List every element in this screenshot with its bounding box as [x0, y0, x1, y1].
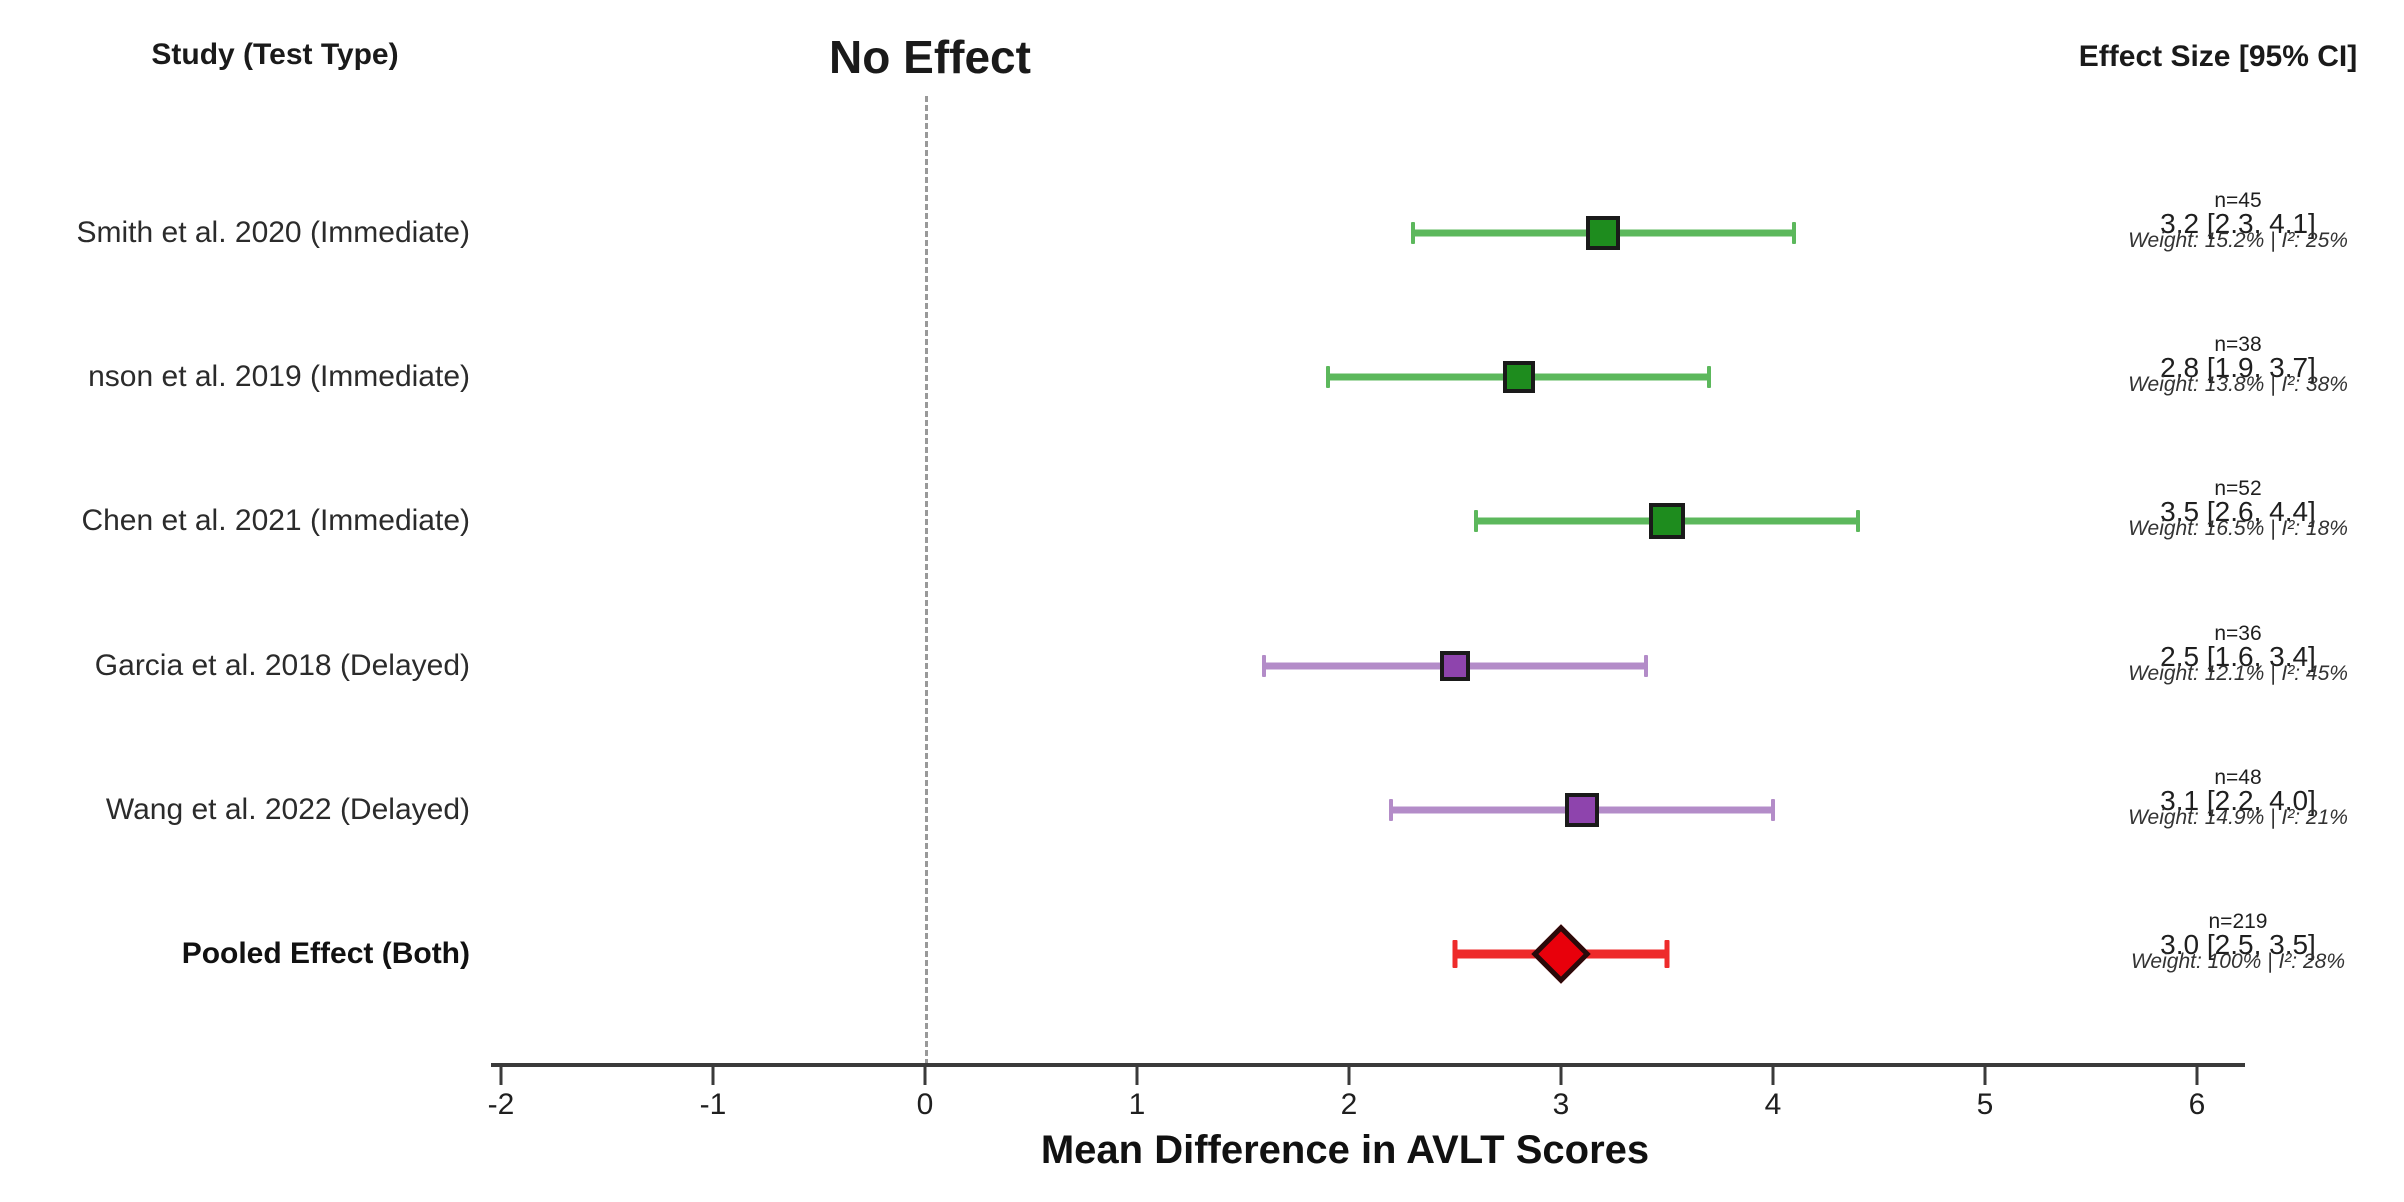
- ci-cap-left: [1410, 222, 1415, 244]
- x-tick: [1771, 1067, 1775, 1085]
- study-label: nson et al. 2019 (Immediate): [88, 360, 470, 393]
- ci-cap-right: [1792, 222, 1797, 244]
- weight-i2-label: Weight: 15.2% | I²: 25%: [2128, 229, 2348, 252]
- effect-stats: n=219 3.0 [2.5, 3.5] Weight: 100% | I²: 28…: [2038, 910, 2404, 974]
- effect-ci-label: 3.1 [2.2, 4.0]: [2160, 785, 2316, 816]
- study-label: Chen et al. 2021 (Immediate): [81, 504, 470, 537]
- effect-stats: n=52 3.5 [2.6, 4.4] Weight: 16.5% | I²: 18…: [2038, 477, 2404, 541]
- study-label: Wang et al. 2022 (Delayed): [105, 793, 470, 826]
- effect-square-marker: [1502, 361, 1535, 393]
- sample-size-label: n=38: [2214, 333, 2262, 356]
- no-effect-annotation: No Effect: [829, 31, 1031, 83]
- effect-stats: n=45 3.2 [2.3, 4.1] Weight: 15.2% | I²: 25…: [2038, 189, 2404, 253]
- weight-i2-label: Weight: 12.1% | I²: 45%: [2128, 662, 2348, 685]
- x-tick: [1559, 1067, 1563, 1085]
- effect-stats: n=38 2.8 [1.9, 3.7] Weight: 13.8% | I²: 38…: [2038, 333, 2404, 397]
- x-axis-line: [491, 1063, 2245, 1067]
- effect-ci-label: 3.0 [2.5, 3.5]: [2160, 929, 2316, 960]
- sample-size-label: n=219: [2208, 910, 2268, 933]
- ci-cap-right: [1664, 940, 1670, 968]
- effect-ci-label: 3.5 [2.6, 4.4]: [2160, 496, 2316, 527]
- zero-reference-dashed-line: [925, 96, 928, 1065]
- effect-square-marker: [1649, 503, 1685, 539]
- ci-cap-right: [1855, 510, 1860, 532]
- x-tick-label: 2: [1340, 1088, 1358, 1121]
- x-tick: [1347, 1067, 1351, 1085]
- ci-cap-right: [1643, 655, 1648, 677]
- x-tick-label: 1: [1128, 1088, 1146, 1121]
- study-label: Smith et al. 2020 (Immediate): [76, 216, 470, 249]
- column-header-study: Study (Test Type): [151, 38, 399, 71]
- effect-stats: n=48 3.1 [2.2, 4.0] Weight: 14.9% | I²: 21…: [2038, 766, 2404, 830]
- x-tick-label: 5: [1976, 1088, 1994, 1121]
- ci-cap-left: [1452, 940, 1458, 968]
- study-label: Pooled Effect (Both): [181, 937, 470, 970]
- weight-i2-label: Weight: 16.5% | I²: 18%: [2128, 517, 2348, 540]
- x-tick-label: 0: [916, 1088, 934, 1121]
- ci-cap-left: [1474, 510, 1479, 532]
- x-tick-label: 3: [1552, 1088, 1570, 1121]
- effect-square-marker: [1586, 216, 1621, 250]
- column-header-effect-size: Effect Size [95% CI]: [2078, 40, 2358, 73]
- x-tick-label: -1: [699, 1088, 727, 1121]
- ci-cap-right: [1771, 799, 1775, 821]
- weight-i2-label: Weight: 100% | I²: 28%: [2130, 950, 2345, 973]
- x-tick: [499, 1067, 503, 1085]
- sample-size-label: n=36: [2214, 622, 2262, 645]
- ci-cap-right: [1707, 366, 1712, 388]
- weight-i2-label: Weight: 13.8% | I²: 38%: [2128, 373, 2348, 396]
- effect-stats: n=36 2.5 [1.6, 3.4] Weight: 12.1% | I²: 45…: [2038, 622, 2404, 686]
- x-tick-label: 4: [1764, 1088, 1782, 1121]
- ci-cap-left: [1325, 366, 1330, 388]
- sample-size-label: n=45: [2214, 189, 2262, 212]
- x-tick-label: -2: [487, 1088, 515, 1121]
- sample-size-label: n=52: [2214, 477, 2262, 500]
- effect-square-marker: [1565, 793, 1600, 827]
- effect-ci-label: 2.8 [1.9, 3.7]: [2160, 352, 2316, 383]
- ci-cap-left: [1389, 799, 1394, 821]
- x-tick: [2195, 1067, 2199, 1085]
- weight-i2-label: Weight: 14.9% | I²: 21%: [2128, 806, 2348, 829]
- x-tick: [1135, 1067, 1139, 1085]
- x-tick-label: 6: [2188, 1088, 2206, 1121]
- pooled-effect-diamond-marker: [1531, 924, 1591, 984]
- study-label: Garcia et al. 2018 (Delayed): [94, 649, 470, 682]
- x-axis-title: Mean Difference in AVLT Scores: [1040, 1128, 1650, 1172]
- effect-ci-label: 2.5 [1.6, 3.4]: [2160, 641, 2316, 672]
- ci-cap-left: [1262, 655, 1267, 677]
- effect-ci-label: 3.2 [2.3, 4.1]: [2160, 208, 2316, 239]
- x-tick: [923, 1067, 927, 1085]
- x-tick: [711, 1067, 715, 1085]
- effect-square-marker: [1440, 651, 1470, 681]
- sample-size-label: n=48: [2214, 766, 2262, 789]
- x-tick: [1983, 1067, 1987, 1085]
